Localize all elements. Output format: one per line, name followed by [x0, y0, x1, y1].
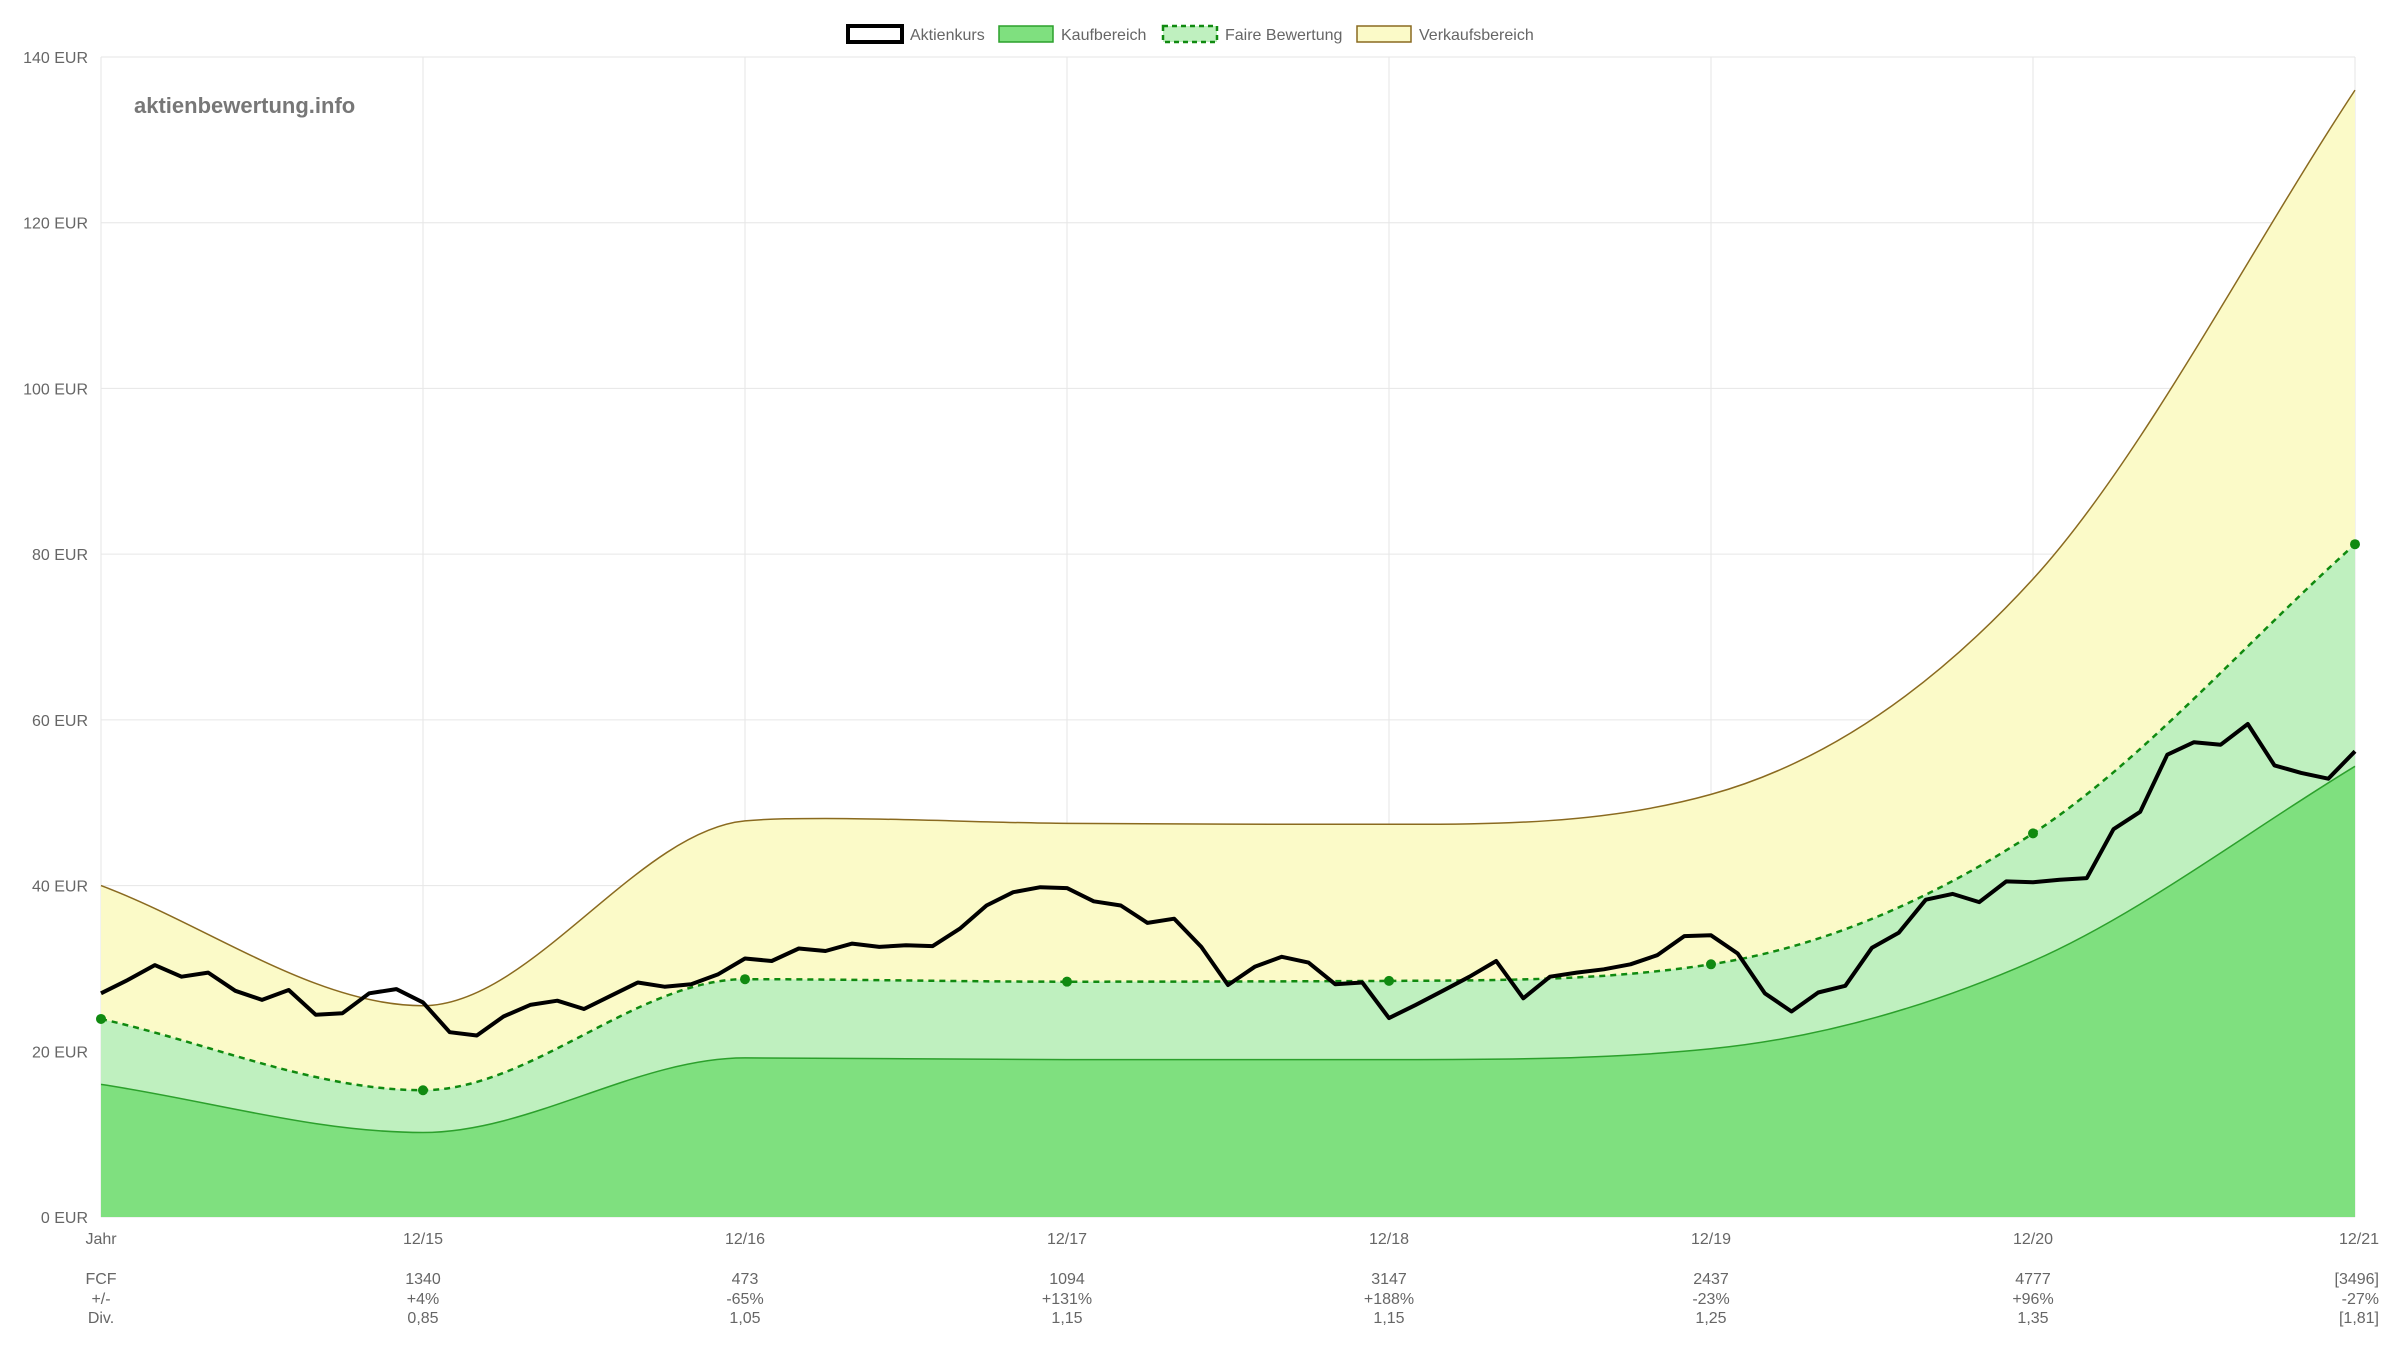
x-tick-label: 12/21	[2339, 1231, 2379, 1248]
legend-label: Faire Bewertung	[1225, 27, 1342, 44]
table-cell: [3496]	[2335, 1271, 2379, 1288]
table-cell: [1,81]	[2339, 1310, 2379, 1327]
fair-value-point	[96, 1013, 106, 1024]
table-cell: 1,35	[2017, 1310, 2048, 1327]
fair-value-point	[740, 974, 750, 985]
table-cell: -65%	[726, 1291, 763, 1308]
x-axis-ticks: Jahr 12/15 12/16 12/17 12/18 12/19 12/20 12/21	[85, 1231, 2379, 1248]
fair-value-point	[1062, 976, 1072, 987]
table-cell: +131%	[1042, 1291, 1092, 1308]
chart-areas	[100, 89, 2356, 1218]
data-table: FCF 1340 473 1094 3147 2437 4777 [3496] +/- +4% -6…	[85, 1271, 2379, 1327]
y-tick-label: 120 EUR	[23, 216, 88, 233]
y-axis-ticks: 0 EUR 20 EUR 40 EUR 60 EUR 80 EUR 100 EUR 120 …	[23, 50, 88, 1227]
x-tick-label: 12/16	[725, 1231, 765, 1248]
x-tick-label: 12/20	[2013, 1231, 2053, 1248]
table-cell: +188%	[1364, 1291, 1414, 1308]
table-cell: 1,05	[729, 1310, 760, 1327]
table-cell: 2437	[1693, 1271, 1729, 1288]
fair-value-point	[2028, 828, 2038, 839]
legend-label: Kaufbereich	[1061, 27, 1146, 44]
chart-legend: Aktienkurs Kaufbereich Faire Bewertung Verk…	[846, 24, 1534, 44]
x-tick-label: 12/18	[1369, 1231, 1409, 1248]
y-tick-label: 80 EUR	[32, 547, 88, 564]
table-cell: -23%	[1692, 1291, 1729, 1308]
table-row-label: FCF	[85, 1271, 116, 1288]
legend-label: Verkaufsbereich	[1419, 27, 1534, 44]
y-tick-label: 20 EUR	[32, 1044, 88, 1061]
legend-swatch-price	[846, 24, 904, 44]
table-cell: 0,85	[407, 1310, 438, 1327]
legend-swatch-fair	[1161, 24, 1219, 44]
table-row-label: +/-	[91, 1291, 110, 1308]
chart-markers	[96, 539, 2360, 1096]
table-cell: +4%	[407, 1291, 439, 1308]
y-tick-label: 100 EUR	[23, 381, 88, 398]
x-tick-label: 12/17	[1047, 1231, 1087, 1248]
watermark-logo: aktienbewertung.info	[134, 93, 355, 118]
fair-value-point	[1706, 959, 1716, 970]
x-tick-label: Jahr	[85, 1231, 117, 1248]
legend-label: Aktienkurs	[910, 27, 985, 44]
table-cell: 1340	[405, 1271, 441, 1288]
table-cell: 473	[732, 1271, 759, 1288]
fair-value-area-line	[100, 543, 2356, 1092]
price-line	[100, 722, 2357, 1038]
fair-value-point	[418, 1085, 428, 1096]
y-tick-label: 40 EUR	[32, 879, 88, 896]
fair-value-point	[1384, 975, 1394, 986]
y-tick-label: 0 EUR	[41, 1210, 88, 1227]
buy-area-fill	[101, 766, 2355, 1217]
table-cell: 1,25	[1695, 1310, 1726, 1327]
table-cell: 1,15	[1373, 1310, 1404, 1327]
table-cell: 1094	[1049, 1271, 1085, 1288]
table-cell: 3147	[1371, 1271, 1407, 1288]
fair-value-point	[2350, 539, 2360, 550]
x-tick-label: 12/19	[1691, 1231, 1731, 1248]
table-cell: 4777	[2015, 1271, 2051, 1288]
x-tick-label: 12/15	[403, 1231, 443, 1248]
sell-area-line	[100, 89, 2356, 1007]
table-row-label: Div.	[88, 1310, 114, 1327]
table-cell: +96%	[2012, 1291, 2053, 1308]
buy-area-line	[100, 765, 2356, 1134]
table-cell: 1,15	[1051, 1310, 1082, 1327]
legend-swatch-buy	[998, 25, 1054, 43]
table-cell: -27%	[2342, 1291, 2379, 1308]
y-tick-label: 140 EUR	[23, 50, 88, 67]
sell-area-fill	[101, 90, 2355, 1218]
chart-lines	[100, 722, 2357, 1038]
legend-swatch-sell	[1356, 25, 1412, 43]
y-tick-label: 60 EUR	[32, 713, 88, 730]
